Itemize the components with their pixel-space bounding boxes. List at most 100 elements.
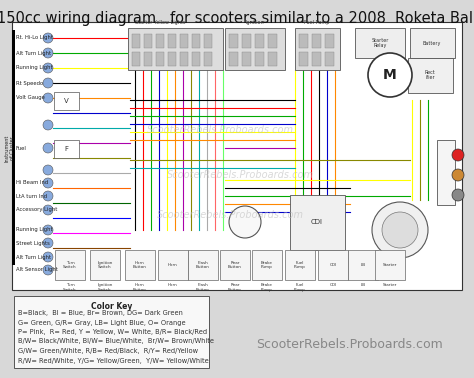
Text: Alt Turn Light: Alt Turn Light: [16, 254, 51, 260]
Bar: [408, 58, 453, 93]
Bar: [285, 250, 315, 280]
Bar: [168, 52, 176, 66]
Circle shape: [43, 191, 53, 201]
Bar: [192, 52, 200, 66]
Text: Battery: Battery: [423, 40, 441, 45]
Bar: [156, 34, 164, 48]
Text: Horn
Button: Horn Button: [133, 283, 147, 291]
Circle shape: [43, 120, 53, 130]
Circle shape: [43, 252, 53, 262]
Circle shape: [368, 53, 412, 97]
Text: CDI: CDI: [329, 263, 337, 267]
Text: F: F: [64, 146, 68, 152]
Bar: [299, 34, 308, 48]
Text: P= Pink,  R= Red, Y = Yellow, W= White, B/R= Black/Red: P= Pink, R= Red, Y = Yellow, W= White, B…: [18, 329, 207, 335]
Text: Accessory Light: Accessory Light: [16, 208, 57, 212]
Text: Turn
Switch: Turn Switch: [63, 261, 77, 269]
Bar: [12, 30, 15, 265]
Bar: [290, 195, 345, 250]
Bar: [225, 28, 285, 70]
Text: Turn
Switch: Turn Switch: [63, 283, 77, 291]
Bar: [158, 250, 188, 280]
Bar: [55, 250, 85, 280]
Bar: [295, 28, 340, 70]
Bar: [168, 34, 176, 48]
Bar: [14, 296, 209, 368]
Text: CDI: CDI: [311, 219, 323, 225]
Bar: [252, 250, 282, 280]
Text: Fuel
Pump: Fuel Pump: [294, 261, 306, 269]
Text: M: M: [383, 68, 397, 82]
Bar: [192, 34, 200, 48]
Circle shape: [43, 93, 53, 103]
Bar: [355, 28, 405, 58]
Bar: [312, 34, 321, 48]
Bar: [156, 52, 164, 66]
Bar: [242, 34, 251, 48]
Text: Horn: Horn: [168, 283, 178, 287]
Bar: [299, 52, 308, 66]
Text: Flash
Button: Flash Button: [196, 261, 210, 269]
Text: G/W= Green/White, R/B= Red/Black,  R/Y= Red/Yellow: G/W= Green/White, R/B= Red/Black, R/Y= R…: [18, 348, 198, 354]
Bar: [348, 250, 378, 280]
Circle shape: [372, 202, 428, 258]
Circle shape: [452, 189, 464, 201]
Text: LB: LB: [360, 263, 365, 267]
Bar: [325, 52, 334, 66]
Bar: [180, 34, 188, 48]
Bar: [229, 34, 238, 48]
Text: B=Black,  Bl = Blue, Br= Brown, DG= Dark Green: B=Black, Bl = Blue, Br= Brown, DG= Dark …: [18, 310, 183, 316]
Bar: [180, 52, 188, 66]
Bar: [375, 250, 405, 280]
Circle shape: [43, 178, 53, 188]
Bar: [437, 140, 455, 205]
Text: Brake
Pump: Brake Pump: [261, 283, 273, 291]
Bar: [132, 52, 140, 66]
Text: Rear
Button: Rear Button: [228, 261, 242, 269]
Circle shape: [43, 265, 53, 275]
Text: ScooterRebels.Proboards.com: ScooterRebels.Proboards.com: [166, 170, 313, 180]
Bar: [144, 52, 152, 66]
Circle shape: [43, 33, 53, 43]
Circle shape: [43, 143, 53, 153]
Bar: [12, 22, 462, 290]
Text: CDI: CDI: [329, 283, 337, 287]
Bar: [325, 34, 334, 48]
Circle shape: [43, 238, 53, 248]
Text: Horn: Horn: [168, 263, 178, 267]
Text: Starter: Starter: [383, 283, 397, 287]
Text: Starter Yellow Lights: Starter Yellow Lights: [135, 20, 185, 25]
Circle shape: [382, 212, 418, 248]
Bar: [144, 34, 152, 48]
Text: Hi Beam Ind: Hi Beam Ind: [16, 181, 48, 186]
Text: Flash
Button: Flash Button: [196, 283, 210, 291]
Text: Running Light: Running Light: [16, 65, 53, 71]
Bar: [229, 52, 238, 66]
Text: ScooterRebels.Proboards.com: ScooterRebels.Proboards.com: [256, 339, 443, 352]
Text: Fuel
Pump: Fuel Pump: [294, 283, 306, 291]
Circle shape: [43, 63, 53, 73]
Text: G= Green, G/R= Gray, LB= Light Blue, O= Orange: G= Green, G/R= Gray, LB= Light Blue, O= …: [18, 319, 186, 325]
Text: ScooterRebels.Proboards.com: ScooterRebels.Proboards.com: [146, 125, 293, 135]
Bar: [132, 34, 140, 48]
Text: R/W= Red/White, Y/G= Yellow/Green,  Y/W= Yellow/White: R/W= Red/White, Y/G= Yellow/Green, Y/W= …: [18, 358, 209, 364]
Text: Fuel Pump: Fuel Pump: [304, 20, 330, 25]
Bar: [312, 52, 321, 66]
Text: Alt Turn Light: Alt Turn Light: [16, 51, 51, 56]
Text: Ignition
Switch: Ignition Switch: [97, 283, 113, 291]
Bar: [54, 92, 79, 110]
Circle shape: [452, 169, 464, 181]
Bar: [128, 28, 223, 70]
Bar: [242, 52, 251, 66]
Text: Ignition
Switch: Ignition Switch: [97, 261, 113, 269]
Bar: [90, 250, 120, 280]
Bar: [255, 34, 264, 48]
Circle shape: [452, 149, 464, 161]
Bar: [255, 52, 264, 66]
Text: Fuel: Fuel: [16, 146, 27, 150]
Text: V: V: [64, 98, 68, 104]
Circle shape: [229, 206, 261, 238]
Text: ScooterRebels.Proboards.com: ScooterRebels.Proboards.com: [156, 210, 303, 220]
Circle shape: [43, 205, 53, 215]
Bar: [188, 250, 218, 280]
